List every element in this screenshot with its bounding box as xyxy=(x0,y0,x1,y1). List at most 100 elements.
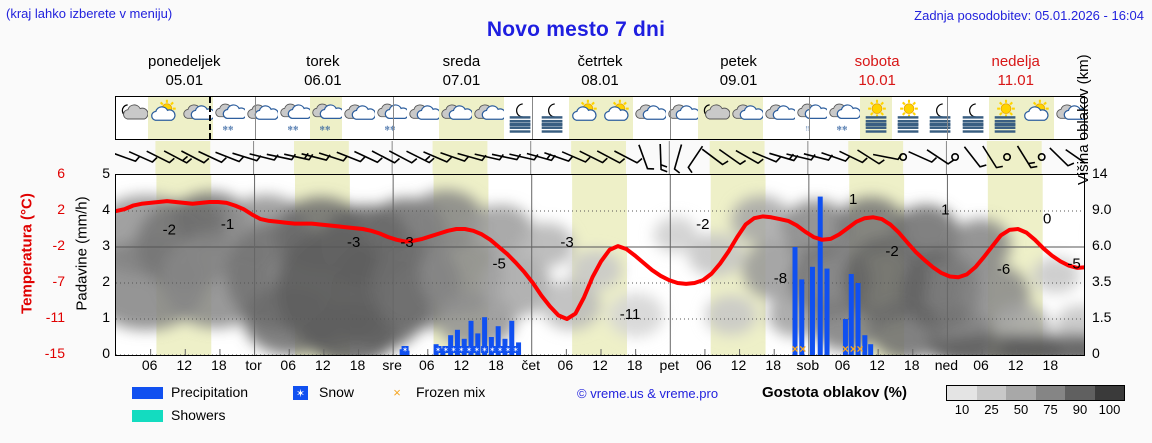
day-date: 05.01 xyxy=(165,72,204,89)
cloud-density-swatch-75 xyxy=(1035,386,1065,400)
temperature-tick-label: -15 xyxy=(44,345,65,361)
svg-text:✻✻: ✻✻ xyxy=(287,124,299,132)
precipitation-swatch xyxy=(132,387,163,399)
snow-icon: ✶ xyxy=(293,386,308,400)
frozen-mix-icon: × xyxy=(390,384,404,400)
day-date: 06.01 xyxy=(304,72,342,89)
svg-text:✻✻: ✻✻ xyxy=(837,124,849,132)
svg-text:✶: ✶ xyxy=(474,346,480,354)
x-axis-tick-06: 06 xyxy=(418,357,435,373)
svg-text:✶: ✶ xyxy=(296,388,305,400)
cloud-density-swatch-90 xyxy=(1065,386,1095,400)
weather-icon-cloud xyxy=(342,97,375,139)
day-name: torek xyxy=(306,53,340,70)
day-header-nedelja: nedelja 11.01 xyxy=(946,52,1085,90)
snow-legend-label: Snow xyxy=(319,384,355,400)
svg-text:-2: -2 xyxy=(885,243,898,260)
svg-text:✻✻: ✻✻ xyxy=(384,124,396,132)
svg-text:✶: ✶ xyxy=(443,346,449,354)
x-axis-tick-06: 06 xyxy=(141,357,158,373)
cloud-height-tick-label: 1.5 xyxy=(1092,309,1112,325)
cloud-density-swatch-25 xyxy=(976,386,1006,400)
day-date: 09.01 xyxy=(719,72,758,89)
svg-text:-1: -1 xyxy=(221,216,234,233)
weather-icon-sun-cloud xyxy=(601,97,634,139)
svg-text:-5: -5 xyxy=(1067,256,1080,273)
cloud-density-label: 90 xyxy=(1072,402,1088,417)
cloud-density-gradient: 10 25 50 75 90 100 xyxy=(946,385,1125,417)
x-axis-labels: 06 12 18 tor 06 12 18 sre 06 12 18 čet 06 12 18 pet 06 12… xyxy=(115,357,1085,377)
weather-icon-cloud xyxy=(666,97,698,139)
cloud-height-tick-label: 3.5 xyxy=(1092,273,1112,289)
day-date: 08.01 xyxy=(581,72,619,89)
svg-text:×: × xyxy=(850,342,857,355)
svg-text:✶: ✶ xyxy=(497,346,503,354)
weather-icon-moon-fog xyxy=(504,97,536,139)
frozen-mix-legend-label: Frozen mix xyxy=(416,384,486,400)
svg-text:✶: ✶ xyxy=(458,346,464,354)
weather-icon-moon-cloud xyxy=(698,97,731,139)
x-axis-tick-čet: čet xyxy=(521,357,541,373)
weather-icon-sun-fog xyxy=(859,97,892,139)
precipitation-tick-label: 2 xyxy=(102,273,110,289)
x-axis-tick-18: 18 xyxy=(488,357,504,373)
svg-text:✶: ✶ xyxy=(513,346,519,354)
x-axis-tick-sre: sre xyxy=(382,357,402,373)
svg-text:✶: ✶ xyxy=(451,346,457,354)
day-separator xyxy=(254,97,256,139)
precipitation-axis-title: Padavine (mm/h) xyxy=(73,196,91,311)
x-axis-tick-18: 18 xyxy=(211,357,227,373)
x-axis-tick-06: 06 xyxy=(973,357,989,373)
weather-icon-cloud-rain: ⁞⁞ xyxy=(795,97,828,139)
x-axis-tick-18: 18 xyxy=(765,357,781,373)
x-axis-tick-sob: sob xyxy=(796,357,820,373)
svg-text:0: 0 xyxy=(1043,211,1051,228)
weather-icon-cloud-snow: ✻✻ xyxy=(278,97,310,139)
cloud-density-swatch-10 xyxy=(947,386,977,400)
x-axis-tick-ned: ned xyxy=(934,357,959,373)
x-axis-tick-06: 06 xyxy=(834,357,851,373)
day-header-sobota: sobota 10.01 xyxy=(808,52,947,90)
svg-text:×: × xyxy=(842,342,849,355)
x-axis-tick-06: 06 xyxy=(557,357,574,373)
chart-legend: Precipitation Showers ✶ Snow × Frozen mi… xyxy=(118,384,1148,440)
cloud-height-tick-label: 9.0 xyxy=(1092,201,1112,217)
x-axis-tick-18: 18 xyxy=(1042,357,1059,373)
svg-text:-3: -3 xyxy=(400,234,413,251)
x-axis-tick-18: 18 xyxy=(903,357,920,373)
cloud-height-tick-label: 0 xyxy=(1092,345,1100,361)
weather-icon-sun-fog xyxy=(989,97,1022,139)
day-separator xyxy=(393,97,395,139)
svg-text:✶: ✶ xyxy=(435,346,441,354)
svg-text:✶: ✶ xyxy=(489,346,495,354)
svg-text:-11: -11 xyxy=(620,306,641,323)
forecast-plot: ✶ ✶ ✶ ✶ ✶ ✶ ✶ ✶ ✶ ✶ ✶ ✶ × × × × × -2 -1 -3 -3 -5 -3 -11 -2 -8 1 -2 1… xyxy=(115,174,1085,356)
svg-text:×: × xyxy=(799,342,806,355)
x-axis-tick-tor: tor xyxy=(245,357,262,373)
cloud-height-tick-label: 14 xyxy=(1092,165,1108,181)
weather-icon-cloud-snow: ✻✻ xyxy=(375,97,407,139)
cloud-density-legend-title: Gostota oblakov (%) xyxy=(762,384,908,401)
day-date: 11.01 xyxy=(997,72,1034,89)
x-axis-tick-12: 12 xyxy=(730,357,747,373)
svg-text:1: 1 xyxy=(941,202,949,219)
weather-icon-cloud-snow: ✻✻ xyxy=(310,97,343,139)
svg-text:✶: ✶ xyxy=(482,346,488,354)
weather-icon-cloud xyxy=(439,97,472,139)
x-axis-tick-18: 18 xyxy=(349,357,366,373)
weather-icon-cloud xyxy=(180,97,213,139)
cloud-density-label: 75 xyxy=(1043,402,1058,417)
svg-text:-3: -3 xyxy=(560,234,573,251)
svg-text:✶: ✶ xyxy=(402,346,408,354)
svg-text:✻✻: ✻✻ xyxy=(222,124,234,132)
cloud-density-label: 10 xyxy=(954,402,970,417)
svg-text:⁞⁞: ⁞⁞ xyxy=(805,125,809,132)
copyright-label: © vreme.us & vreme.pro xyxy=(577,386,719,401)
weather-icon-sun-cloud xyxy=(568,97,601,139)
x-axis-tick-pet: pet xyxy=(659,357,680,373)
cloud-density-label: 25 xyxy=(984,402,999,417)
cloud-density-swatch-50 xyxy=(1006,386,1036,400)
precipitation-legend-label: Precipitation xyxy=(171,384,249,400)
day-date: 07.01 xyxy=(442,72,481,89)
